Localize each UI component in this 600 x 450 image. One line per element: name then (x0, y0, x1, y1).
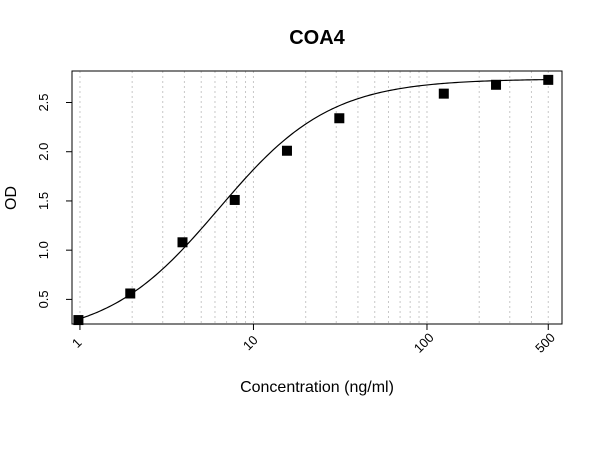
y-tick-label: 2.0 (36, 143, 51, 161)
data-point (438, 88, 449, 99)
x-tick-label: 100 (411, 330, 437, 356)
plot-frame (71, 70, 563, 325)
data-point (543, 74, 554, 85)
data-point (491, 79, 502, 90)
x-axis: 1 10 100 500 (69, 324, 558, 356)
y-tick-label: 0.5 (36, 290, 51, 308)
y-tick-label: 2.5 (36, 93, 51, 111)
y-tick-label: 1.0 (36, 241, 51, 259)
y-axis: 0.5 1.0 1.5 2.0 2.5 (36, 93, 72, 308)
data-points (73, 74, 554, 326)
data-point (281, 145, 292, 156)
x-tick-label: 10 (240, 332, 261, 353)
fit-curve (78, 78, 549, 320)
chart-title: COA4 (289, 27, 345, 49)
data-point (73, 315, 84, 326)
y-tick-label: 1.5 (36, 192, 51, 210)
data-point (177, 237, 188, 248)
x-axis-label: Concentration (ng/ml) (240, 379, 394, 396)
grid (79, 71, 563, 324)
data-point (125, 288, 136, 299)
y-axis-label: OD (3, 186, 20, 210)
x-tick-label: 1 (69, 335, 85, 351)
data-point (229, 194, 240, 205)
data-point (334, 113, 345, 124)
x-tick-label: 500 (532, 330, 558, 356)
